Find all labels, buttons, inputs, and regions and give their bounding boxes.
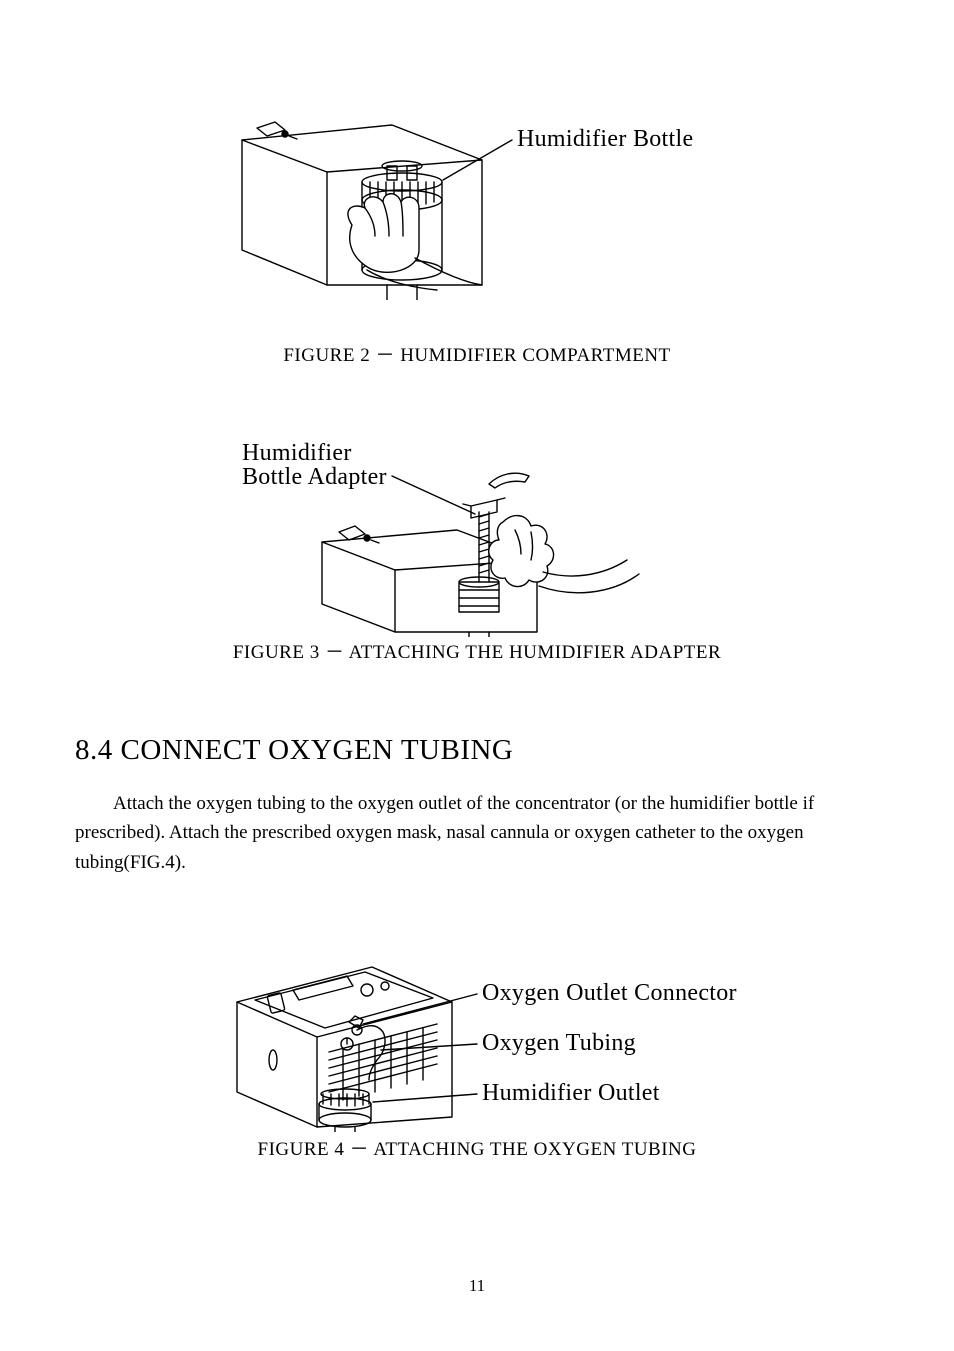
figure-2-label: Humidifier Bottle bbox=[517, 126, 693, 152]
figure-2: Humidifier Bottle bbox=[75, 110, 879, 300]
section-heading: 8.4 CONNECT OXYGEN TUBING bbox=[75, 734, 879, 767]
figure-2-caption: FIGURE 2 － HUMIDIFIER COMPARTMENT bbox=[75, 340, 879, 367]
figure-4: Oxygen Outlet Connector Oxygen Tubing Hu… bbox=[75, 932, 879, 1132]
figure-3-label-line2: Bottle Adapter bbox=[242, 464, 387, 490]
figure-4-label-3: Humidifier Outlet bbox=[482, 1080, 660, 1106]
figure-4-svg: Oxygen Outlet Connector Oxygen Tubing Hu… bbox=[197, 932, 757, 1132]
figure-3-label-line1: Humidifier bbox=[242, 440, 352, 466]
figure-3-caption: FIGURE 3 － ATTACHING THE HUMIDIFIER ADAP… bbox=[75, 637, 879, 664]
figure-4-label-1: Oxygen Outlet Connector bbox=[482, 980, 737, 1006]
figure-2-svg: Humidifier Bottle bbox=[237, 110, 717, 300]
figure-4-caption: FIGURE 4 － ATTACHING THE OXYGEN TUBING bbox=[75, 1134, 879, 1161]
figure-4-label-2: Oxygen Tubing bbox=[482, 1030, 636, 1056]
page-number: 11 bbox=[0, 1276, 954, 1296]
section-body: Attach the oxygen tubing to the oxygen o… bbox=[75, 789, 879, 877]
figure-3-svg: Humidifier Bottle Adapter bbox=[227, 422, 727, 637]
figure-3: Humidifier Bottle Adapter bbox=[75, 422, 879, 637]
